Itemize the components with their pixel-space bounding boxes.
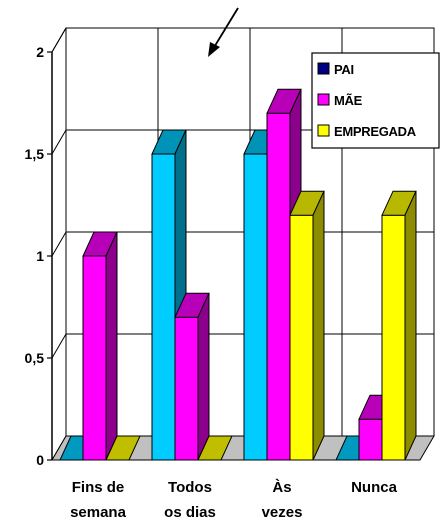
x-category-label: semana xyxy=(70,504,127,521)
bar xyxy=(105,435,141,461)
legend-label: MÃE xyxy=(334,93,363,108)
legend-label: EMPREGADA xyxy=(334,124,417,139)
x-category-label: Fins de xyxy=(72,479,125,496)
x-category-label: vezes xyxy=(262,504,303,521)
bar-zero-top xyxy=(105,435,141,461)
x-category-labels: Fins de semana Todos os dias Às vezes Nunca xyxy=(70,479,398,521)
bar xyxy=(381,190,417,461)
y-tick-label: 1 xyxy=(36,248,44,264)
y-axis xyxy=(47,27,67,461)
legend-box xyxy=(311,52,440,149)
y-tick-labels: 0 0,5 1 1,5 2 xyxy=(25,44,45,468)
bar xyxy=(289,190,325,461)
bar-side xyxy=(197,292,210,461)
bar-side xyxy=(404,190,417,461)
bar-side xyxy=(105,231,118,461)
bar-zero-top xyxy=(197,435,233,461)
bar-front xyxy=(151,153,176,461)
legend-swatch xyxy=(317,93,330,106)
arrow-annotation xyxy=(208,7,239,57)
bar-front xyxy=(266,112,291,461)
bar-front xyxy=(289,214,314,461)
legend-label: PAI xyxy=(334,62,354,77)
arrow-head-icon xyxy=(208,42,220,57)
y-tick-label: 1,5 xyxy=(25,146,45,162)
bar xyxy=(174,292,210,461)
y-tick-label: 0,5 xyxy=(25,350,45,366)
bar-front xyxy=(174,316,199,461)
x-category-label: Todos xyxy=(168,479,212,496)
bar-front xyxy=(358,418,383,461)
bar xyxy=(82,231,118,461)
x-category-label: os dias xyxy=(164,504,216,521)
gridline-side xyxy=(51,333,67,359)
bars xyxy=(59,88,417,461)
x-category-label: Às xyxy=(272,479,291,496)
y-axis-top xyxy=(51,27,67,53)
bar-side xyxy=(312,190,325,461)
bar-front xyxy=(381,214,406,461)
legend: PAI MÃE EMPREGADA xyxy=(311,52,440,149)
gridline-side xyxy=(51,231,67,257)
x-category-label: Nunca xyxy=(351,479,398,496)
legend-swatch xyxy=(317,62,330,75)
y-tick-label: 2 xyxy=(36,44,44,60)
arrow-line xyxy=(212,7,239,50)
y-tick-label: 0 xyxy=(36,452,44,468)
bar xyxy=(197,435,233,461)
bar-front xyxy=(243,153,268,461)
legend-swatch xyxy=(317,124,330,137)
gridline-side xyxy=(51,129,67,155)
bar-front xyxy=(82,255,107,461)
